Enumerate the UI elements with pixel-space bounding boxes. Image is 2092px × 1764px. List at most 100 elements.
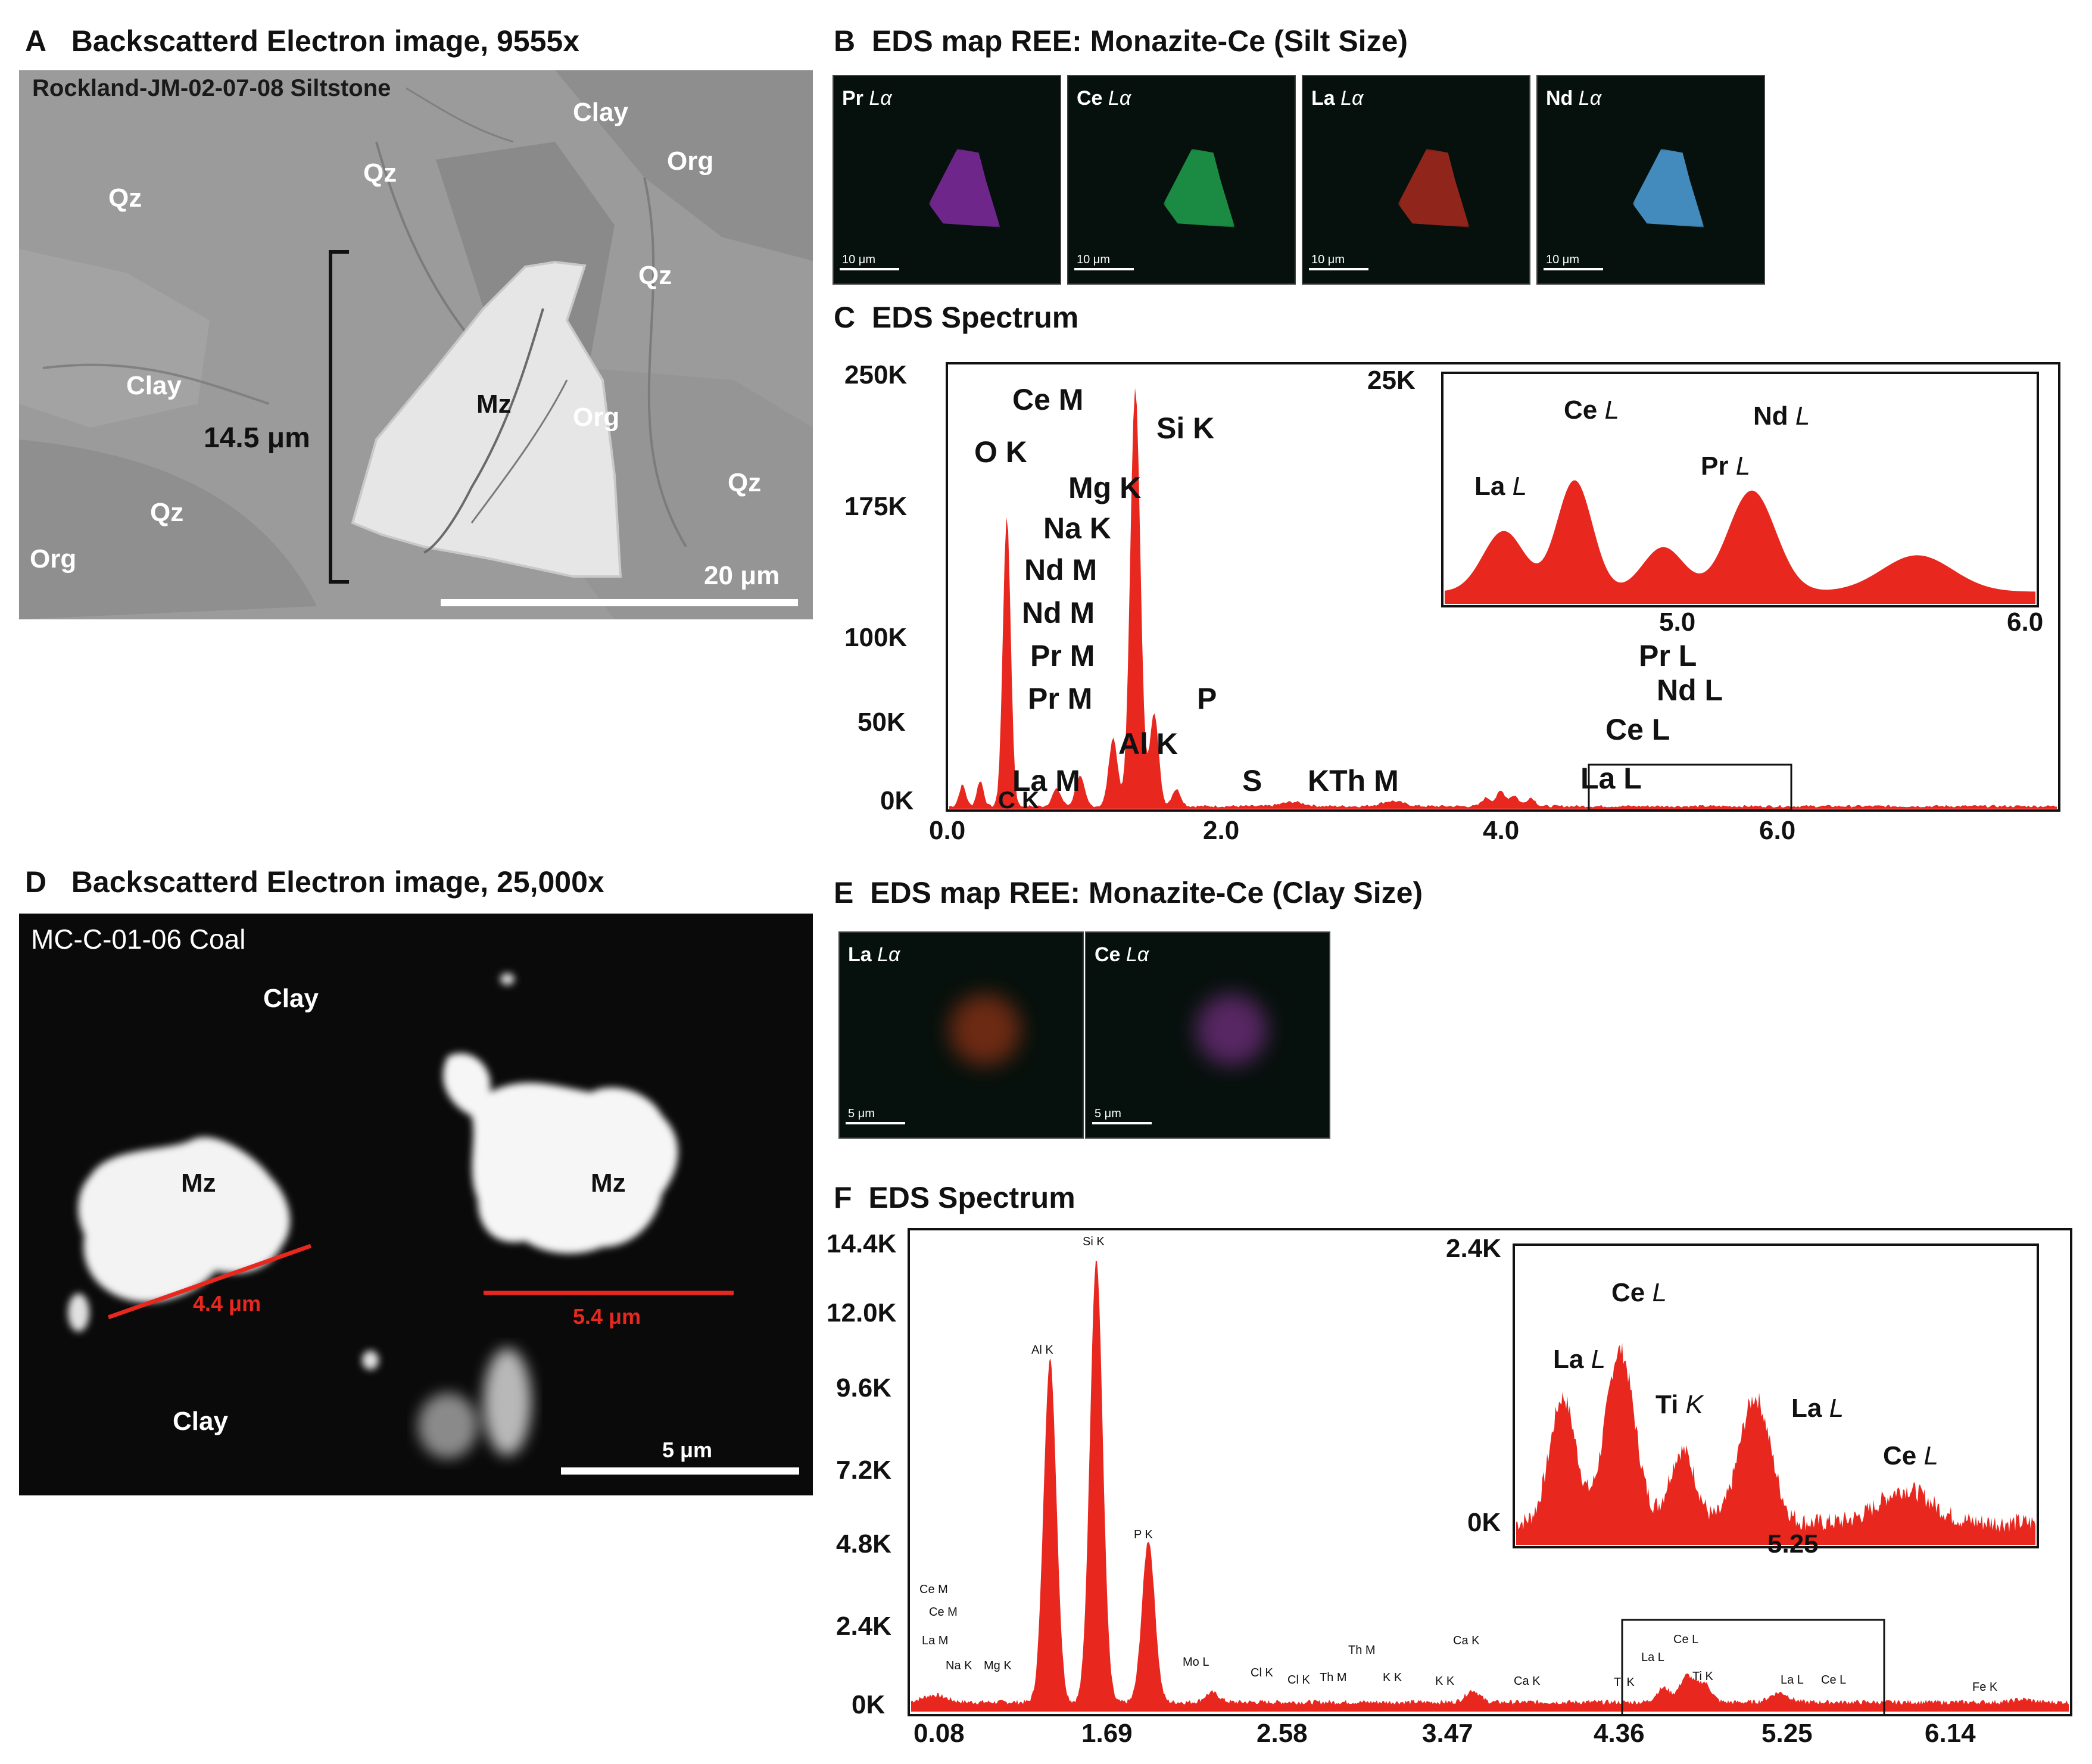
scale-bar-label: 20 μm	[704, 561, 780, 590]
peak-label: K K	[1435, 1675, 1455, 1688]
peak-label: Ti K	[1614, 1676, 1635, 1689]
panel-letter: F	[834, 1181, 852, 1214]
monazite-grain-1	[78, 1137, 290, 1302]
map-scale-bar	[1544, 268, 1603, 270]
panel-title: EDS map REE: Monazite-Ce (Clay Size)	[870, 876, 1423, 909]
inset-f-trace	[1516, 1342, 2035, 1545]
map-scale-label: 10 μm	[1311, 253, 1345, 266]
y-tick: 0K	[880, 786, 914, 815]
panel-title: Backscatterd Electron image, 9555x	[71, 24, 580, 58]
sample-name: Rockland-JM-02-07-08 Siltstone	[32, 75, 391, 101]
element-distribution	[1632, 148, 1704, 227]
peak-label: Pr L	[1639, 639, 1697, 672]
x-tick: 2.0	[1203, 816, 1240, 845]
peak-label: Ce L	[1605, 713, 1670, 746]
peak-label: Ce L	[1821, 1673, 1847, 1687]
y-tick: 12.0K	[827, 1298, 897, 1327]
map-element-label: Ce Lα	[1077, 87, 1131, 110]
panel-c-heading: C EDS Spectrum	[834, 300, 1078, 335]
monazite-grain-2	[443, 1053, 678, 1254]
y-tick: 4.8K	[836, 1529, 891, 1559]
mineral-label: Qz	[150, 498, 184, 527]
peak-label: Al K	[1031, 1344, 1053, 1357]
peak-label: La L	[1781, 1673, 1804, 1687]
peak-label: Al K	[1118, 727, 1178, 761]
peak-label: Mg K	[1068, 471, 1142, 504]
peak-label: K K	[1383, 1671, 1402, 1684]
map-element-label: La Lα	[1311, 87, 1364, 110]
peak-label: Ti K	[1692, 1670, 1713, 1683]
bse-image-siltstone: Rockland-JM-02-07-08 Siltstone Clay Qz Q…	[19, 70, 813, 619]
y-tick: 7.2K	[836, 1456, 891, 1485]
monazite-grain	[351, 260, 622, 578]
panel-title: EDS Spectrum	[871, 301, 1079, 334]
bse-texture	[68, 973, 678, 1458]
size-lines	[107, 1243, 734, 1320]
size-label-1: 4.4 μm	[193, 1291, 261, 1316]
peak-label: Cl K	[1287, 1673, 1310, 1687]
scale-bar	[441, 599, 798, 606]
inset-label-nd: Nd L	[1753, 401, 1810, 431]
panel-letter: B	[834, 24, 856, 58]
y-tick: 175K	[844, 492, 908, 521]
element-distribution	[949, 994, 1021, 1066]
element-distribution	[928, 148, 1000, 227]
peak-label: Pr M	[1028, 682, 1093, 715]
peak-label: La L	[1641, 1651, 1664, 1664]
peak-label: P	[1197, 682, 1217, 715]
panel-letter: D	[25, 865, 47, 899]
peak-label: C K	[998, 787, 1039, 814]
panel-title: EDS map REE: Monazite-Ce (Silt Size)	[871, 24, 1408, 58]
mineral-label: Mz	[476, 389, 512, 419]
peak-label: Mo L	[1183, 1656, 1209, 1669]
x-tick: 3.47	[1422, 1719, 1473, 1748]
y-tick: 9.6K	[836, 1373, 891, 1403]
peak-label: Ca K	[1514, 1675, 1541, 1688]
peak-label: Na K	[946, 1659, 972, 1672]
eds-map-ce: Ce Lα 10 μm	[1067, 75, 1296, 285]
inset-label-la: La L	[1553, 1345, 1606, 1374]
map-scale-bar	[1074, 268, 1134, 270]
scale-bar-label: 5 μm	[662, 1438, 713, 1462]
panel-letter: C	[834, 301, 856, 334]
size-label: 14.5 μm	[204, 422, 310, 454]
mineral-label: Qz	[638, 261, 672, 290]
peak-label: Na K	[1043, 512, 1111, 545]
inset-label-ce: Ce L	[1883, 1441, 1938, 1470]
inset-c-trace	[1445, 480, 2035, 604]
panel-letter: A	[25, 24, 47, 58]
spectrum-f-plot	[908, 1228, 2072, 1716]
map-element-label: La Lα	[848, 943, 900, 966]
panel-letter: E	[834, 876, 854, 909]
panel-b-heading: B EDS map REE: Monazite-Ce (Silt Size)	[834, 24, 1408, 58]
panel-f-heading: F EDS Spectrum	[834, 1180, 1075, 1215]
y-tick: 50K	[858, 708, 906, 737]
map-scale-bar	[840, 268, 899, 270]
inset-x-tick: 5.0	[1659, 607, 1696, 637]
peak-label: Nd M	[1022, 596, 1095, 629]
peak-label: Pr M	[1030, 639, 1095, 672]
y-tick: 250K	[844, 360, 908, 389]
spectrum-c-plot	[946, 362, 2060, 812]
mineral-label: Clay	[173, 1407, 228, 1436]
mineral-label: Org	[30, 544, 77, 574]
x-tick: 6.0	[1759, 816, 1796, 845]
inset-x-tick: 6.0	[2007, 607, 2044, 637]
inset-label-ce: Ce L	[1564, 395, 1619, 425]
peak-label: Si K	[1083, 1235, 1105, 1248]
map-scale-label: 10 μm	[842, 253, 875, 266]
peak-label: Si K	[1156, 412, 1215, 445]
inset-label-pr: Pr L	[1701, 451, 1751, 481]
eds-map-ce: Ce Lα 5 μm	[1085, 931, 1330, 1139]
bse-image-coal: MC-C-01-06 Coal Clay Mz Mz Clay 4.4 μm 5…	[19, 914, 813, 1495]
mineral-label: Qz	[108, 183, 142, 213]
mineral-label: Qz	[728, 468, 762, 497]
panel-e-heading: E EDS map REE: Monazite-Ce (Clay Size)	[834, 875, 1423, 910]
inset-label-la: La L	[1791, 1394, 1844, 1423]
y-tick: 100K	[844, 623, 908, 652]
peak-label: La M	[922, 1634, 949, 1647]
peak-label: Fe K	[1972, 1681, 1998, 1694]
inset-x-tick: 5.25	[1767, 1529, 1819, 1559]
zoom-box	[1588, 763, 1792, 811]
panel-d-heading: D Backscatterd Electron image, 25,000x	[25, 865, 604, 899]
